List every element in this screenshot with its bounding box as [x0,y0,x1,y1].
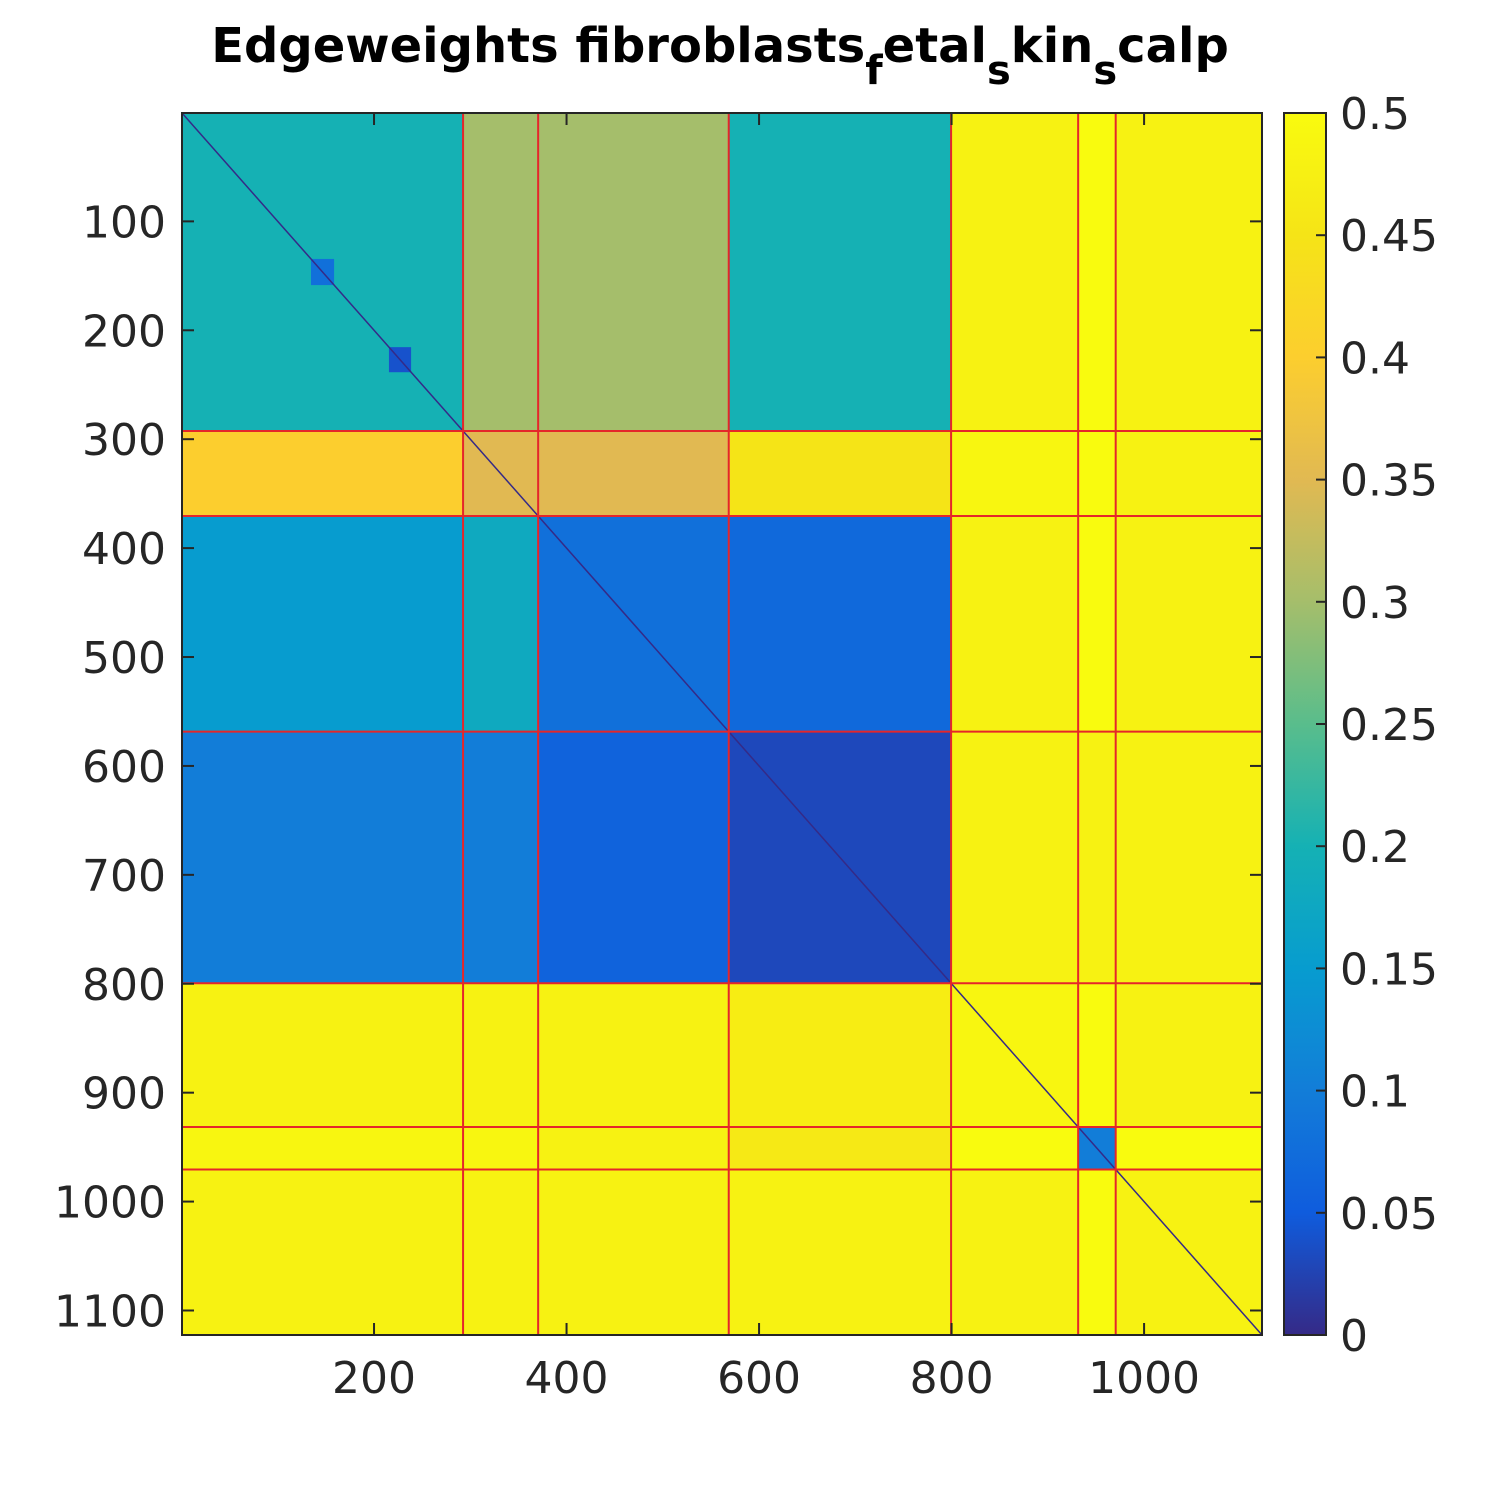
colorbar-tick-label: 0.4 [1340,333,1410,384]
heatmap-block [1115,1126,1262,1170]
colorbar-tick-label: 0.2 [1340,822,1410,873]
diagonal-line [181,112,1263,1336]
colorbar-tick-label: 0.35 [1340,456,1438,507]
colorbar-tick-label: 0.1 [1340,1067,1410,1118]
heatmap-block [182,1126,464,1170]
heatmap-block [182,983,464,1127]
heatmap-block [1078,515,1116,732]
y-tick-label: 300 [82,415,166,466]
heatmap-block [182,1169,464,1335]
heatmap-block [538,1169,729,1335]
colorbar-tick-label: 0 [1340,1311,1368,1362]
heatmap-block [463,515,539,732]
colorbar-tick-label: 0.15 [1340,944,1438,995]
heatmap-block [951,113,1079,432]
heatmap-block [728,515,952,732]
heatmap-block [1078,983,1116,1127]
heatmap-block [463,1169,539,1335]
heatmap-block [182,431,464,516]
y-tick-label: 700 [82,851,166,902]
heatmap-block [182,515,464,732]
heatmap-block [951,1169,1079,1335]
heatmap-block [463,731,539,984]
plot-frame [181,112,1263,1336]
y-tick-label: 200 [82,306,166,357]
heatmap-block [463,113,539,432]
chart-title: Edgeweights fibroblastsfetalskinscalp [211,18,1229,94]
heatmap-block [538,113,729,432]
y-tick-label: 900 [82,1069,166,1120]
y-tick-label: 400 [82,524,166,575]
colorbar-tick-label: 0.3 [1340,578,1410,629]
heatmap-block [1078,1169,1116,1335]
heatmap-block [182,731,464,984]
heatmap-block [951,515,1079,732]
heatmap-block [1115,515,1262,732]
heatmap-block [951,431,1079,516]
y-tick-label: 100 [82,197,166,248]
heatmap-block [728,1169,952,1335]
heatmap-block [1078,431,1116,516]
y-tick-label: 800 [82,960,166,1011]
colorbar-tick-label: 0.5 [1340,89,1410,140]
x-tick-label: 600 [717,1353,801,1404]
heatmap-block [463,1126,539,1170]
heatmap-block [1115,731,1262,984]
heatmap-block [728,431,952,516]
x-tick-label: 400 [525,1353,609,1404]
heatmap-block [1115,431,1262,516]
heatmap-block [728,983,952,1127]
colorbar-tick-label: 0.25 [1340,700,1438,751]
heatmap-block [538,431,729,516]
x-tick-label: 800 [910,1353,994,1404]
heatmap-block [1115,113,1262,432]
heatmap-block [951,1126,1079,1170]
heatmap-block [1115,983,1262,1127]
heatmap-block [538,983,729,1127]
axes: 200 400 600 800 1000 100 200 300 400 500 600 700 800… [54,112,1263,1404]
y-tick-label: 1100 [54,1286,166,1337]
heatmap-block [1078,113,1116,432]
heatmap-block [538,731,729,984]
colorbar-tick-label: 0.05 [1340,1189,1438,1240]
heatmap-block [538,1126,729,1170]
x-tick-label: 200 [332,1353,416,1404]
heatmap-block [728,1126,952,1170]
y-tick-label: 1000 [54,1178,166,1229]
colorbar-tick-label: 0.45 [1340,211,1438,262]
x-tick-label: 1000 [1088,1353,1200,1404]
heatmap-block [951,731,1079,984]
y-tick-label: 500 [82,633,166,684]
heatmap-block [463,983,539,1127]
heatmap-plot-area [181,112,1263,1336]
heatmap-block [728,113,952,432]
heatmap-block [1078,731,1116,984]
y-tick-label: 600 [82,742,166,793]
colorbar: 0 0.05 0.1 0.15 0.2 0.25 0.3 0.35 0.4 0.45 0.5 [1283,89,1438,1362]
